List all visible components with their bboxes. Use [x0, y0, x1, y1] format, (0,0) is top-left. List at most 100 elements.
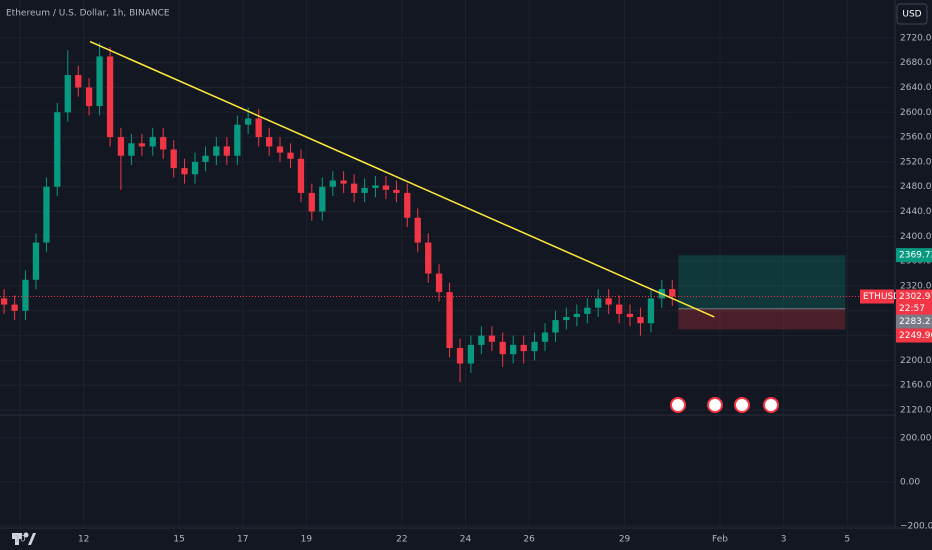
x-tick-label: 22: [396, 535, 407, 545]
candle-body: [563, 316, 570, 321]
candle-body: [520, 344, 527, 352]
candle-body: [54, 112, 61, 187]
y-tick-label: 2520.00: [900, 157, 932, 167]
logo-part: [28, 533, 36, 545]
candle-body: [96, 56, 103, 107]
candle-body: [213, 146, 220, 156]
y-tick-label: 2440.00: [900, 207, 932, 217]
y-tick-label: 2200.00: [900, 356, 932, 366]
y-tick-label: 2160.00: [900, 381, 932, 391]
candle-body: [160, 137, 167, 150]
candle-body: [541, 332, 549, 342]
y-tick-label: 2120.00: [900, 406, 932, 416]
x-tick-label: 15: [173, 535, 184, 545]
candle-body: [584, 307, 591, 314]
candle-body: [340, 180, 347, 184]
candle-body: [510, 344, 517, 355]
y-tick-label: 2400.00: [900, 232, 932, 242]
x-tick-label: 17: [237, 535, 248, 545]
target-price-label: 2369.73: [899, 251, 932, 261]
candle-body: [456, 348, 464, 364]
candle-body: [531, 341, 538, 352]
plot: [0, 0, 895, 528]
candle-body: [245, 118, 252, 125]
candle-body: [499, 341, 506, 355]
candle-body: [372, 185, 379, 188]
event-icon[interactable]: [763, 397, 779, 413]
logo: [12, 532, 36, 545]
candle-body: [573, 313, 580, 317]
candle-body: [393, 189, 400, 193]
y-tick-label: 2640.00: [900, 83, 932, 93]
symbol-label: ETHUSD: [863, 292, 900, 302]
candle-body: [22, 279, 29, 311]
candle-body: [297, 158, 305, 193]
y-tick-label: 2480.00: [900, 182, 932, 192]
candle-body: [308, 192, 315, 212]
candle-body: [350, 183, 358, 193]
candle-body: [75, 75, 82, 88]
candle-body: [361, 187, 368, 193]
y-tick-label: 0.00: [900, 477, 920, 487]
candle-body: [202, 155, 209, 162]
candle-body: [11, 304, 18, 311]
candle-body: [170, 149, 177, 169]
y-tick-label: 2560.00: [900, 133, 932, 143]
logo-part: [12, 533, 22, 539]
candle-body: [605, 298, 612, 305]
candle-body: [637, 316, 644, 324]
event-icons: [670, 397, 779, 413]
y-tick-label: −200.00: [900, 521, 932, 531]
candle-body: [32, 242, 40, 280]
x-tick-label: 24: [460, 535, 472, 545]
candle-body: [329, 180, 336, 187]
last-price-label: 2302.97: [899, 292, 932, 302]
candle-body: [669, 289, 676, 297]
candle-body: [287, 152, 294, 159]
candle-body: [85, 87, 93, 107]
candle-body: [446, 292, 453, 349]
event-icon[interactable]: [734, 397, 750, 413]
candle-body: [255, 118, 262, 138]
candle-body: [647, 298, 655, 324]
candle-body: [404, 192, 411, 218]
target-price-label-bg: [896, 248, 932, 263]
candle-body: [616, 304, 623, 314]
stop-zone: [678, 308, 846, 330]
x-tick-label: 3: [781, 535, 787, 545]
candle-body: [626, 313, 634, 317]
candle-body: [106, 56, 114, 138]
candle-body: [128, 143, 135, 156]
candle-body: [488, 335, 496, 342]
logo-part: [23, 532, 29, 538]
candle-body: [595, 298, 602, 308]
x-tick-label: 10: [14, 535, 26, 545]
x-tick-label: 19: [301, 535, 313, 545]
candle-body: [117, 137, 125, 156]
candle-body: [223, 146, 231, 156]
candle-body: [478, 335, 485, 345]
y-tick-label: 2320.00: [900, 281, 932, 291]
candle-body: [319, 186, 326, 212]
event-icon[interactable]: [670, 397, 686, 413]
candle-body: [552, 320, 559, 333]
candle-body: [0, 298, 8, 305]
candle-body: [435, 273, 443, 293]
last-price-label-bg: [896, 289, 932, 316]
entry-price-label: 2283.21: [899, 317, 932, 327]
candle-body: [181, 168, 188, 175]
y-tick-label: 2680.00: [900, 58, 932, 68]
symbol-label-bg: [860, 289, 894, 304]
candle-body: [382, 185, 390, 190]
event-icon[interactable]: [707, 397, 723, 413]
candle-body: [425, 242, 432, 274]
currency-button[interactable]: [896, 3, 928, 25]
x-tick-label: 29: [619, 535, 631, 545]
y-tick-label: 2600.00: [900, 108, 932, 118]
x-tick-label: 5: [844, 535, 850, 545]
candle-body: [191, 161, 199, 175]
stop-price-label: 2249.90: [899, 331, 932, 341]
